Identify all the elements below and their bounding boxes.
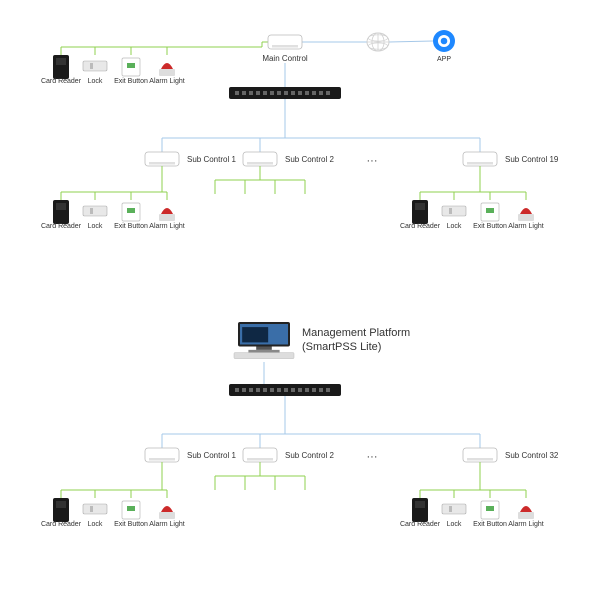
- device-label: Exit Button: [473, 223, 507, 230]
- device-label: Card Reader: [400, 521, 441, 528]
- controller-label: Sub Control 2: [285, 451, 334, 460]
- device-label: Alarm Light: [149, 78, 184, 85]
- device-label: Alarm Light: [508, 223, 543, 230]
- lock-icon: [83, 504, 107, 514]
- device-label: Alarm Light: [149, 521, 184, 528]
- device-label: Lock: [88, 223, 103, 230]
- device-label: Card Reader: [400, 223, 441, 230]
- lock-icon: [83, 206, 107, 216]
- alarm-icon: [159, 69, 175, 76]
- alarm-icon: [518, 214, 534, 221]
- controller-label: Sub Control 2: [285, 155, 334, 164]
- device-label: Exit Button: [473, 521, 507, 528]
- device-label: Card Reader: [41, 521, 82, 528]
- device-label: Lock: [447, 223, 462, 230]
- platform-title: Management Platform: [302, 327, 410, 339]
- device-label: Exit Button: [114, 78, 148, 85]
- device-label: Card Reader: [41, 223, 82, 230]
- controller-label: Sub Control 19: [505, 155, 559, 164]
- device-label: Exit Button: [114, 521, 148, 528]
- lock-icon: [442, 504, 466, 514]
- device-label: Lock: [447, 521, 462, 528]
- alarm-icon: [159, 214, 175, 221]
- globe-icon: [367, 33, 389, 51]
- controller-label: Sub Control 1: [187, 451, 236, 460]
- ellipsis: ···: [367, 451, 378, 463]
- ellipsis: ···: [367, 155, 378, 167]
- device-label: Lock: [88, 78, 103, 85]
- controller-label: Sub Control 1: [187, 155, 236, 164]
- network-diagram: APPCard ReaderLockExit ButtonAlarm Light…: [0, 0, 600, 600]
- app-label: APP: [437, 56, 451, 63]
- device-label: Lock: [88, 521, 103, 528]
- device-label: Alarm Light: [149, 223, 184, 230]
- alarm-icon: [518, 512, 534, 519]
- device-label: Exit Button: [114, 223, 148, 230]
- platform-subtitle: (SmartPSS Lite): [302, 341, 381, 353]
- lock-icon: [83, 61, 107, 71]
- lock-icon: [442, 206, 466, 216]
- device-label: Alarm Light: [508, 521, 543, 528]
- controller-label: Sub Control 32: [505, 451, 559, 460]
- device-label: Card Reader: [41, 78, 82, 85]
- controller-label: Main Control: [262, 54, 308, 63]
- alarm-icon: [159, 512, 175, 519]
